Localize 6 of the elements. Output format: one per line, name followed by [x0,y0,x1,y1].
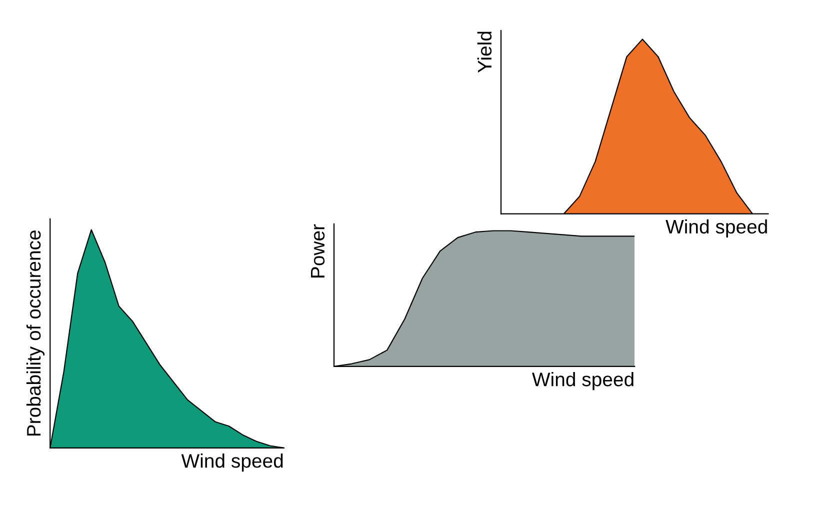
y-axis-title: Yield [477,32,492,73]
x-axis-title: Wind speed [666,219,767,238]
x-axis-title: Wind speed [532,372,634,390]
y-axis-title: Probability of occurence [26,230,45,436]
x-axis-title: Wind speed [181,453,283,472]
y-axis-title: Power [311,224,325,278]
